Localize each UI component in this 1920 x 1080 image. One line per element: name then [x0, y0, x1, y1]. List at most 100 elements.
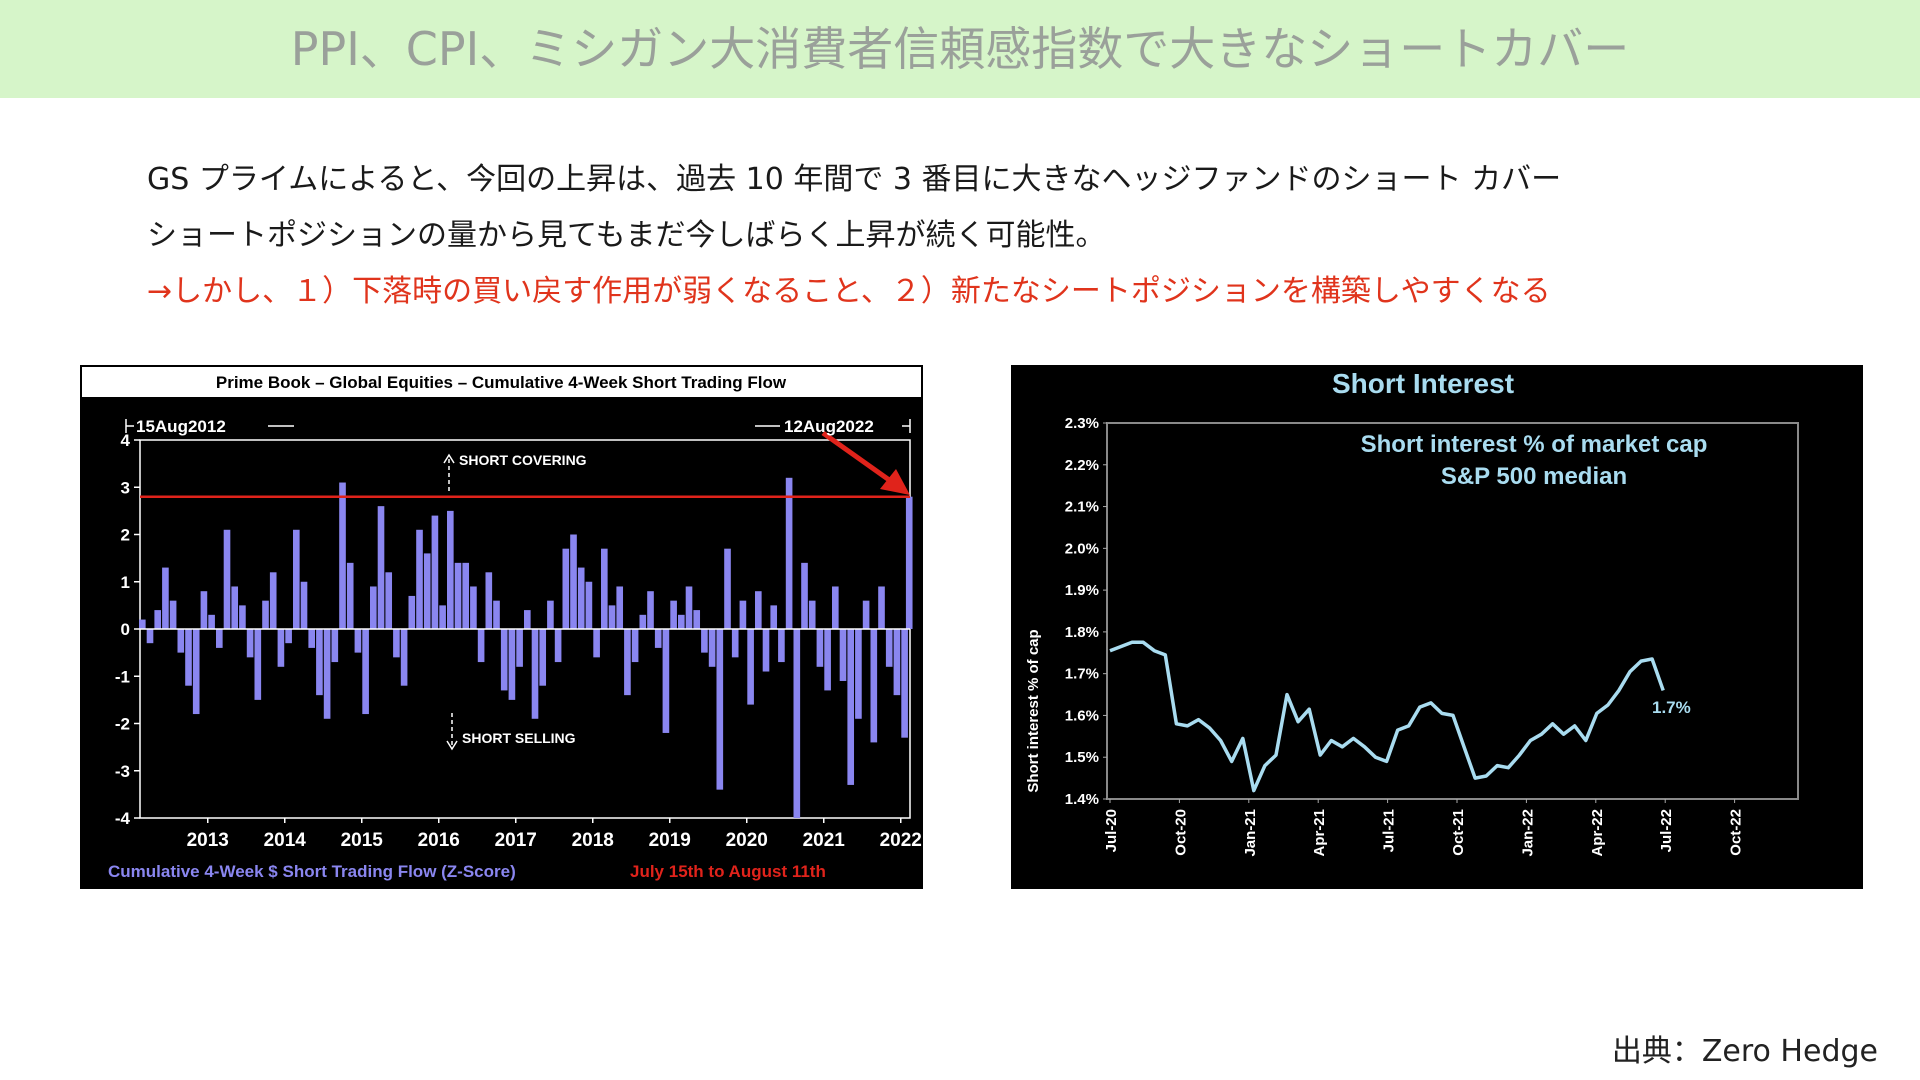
flow-bar — [639, 614, 647, 629]
flow-bar — [393, 629, 400, 658]
flow-bar — [885, 629, 893, 667]
flow-bar — [239, 605, 246, 629]
flow-bar — [385, 572, 393, 629]
x-tick-label: Oct-20 — [1172, 809, 1189, 856]
y-tick-label: 0 — [121, 620, 130, 639]
flow-bar — [331, 629, 339, 663]
flow-bar — [724, 548, 731, 629]
flow-bar — [369, 586, 377, 629]
flow-bar — [493, 600, 500, 629]
flow-bar — [693, 610, 701, 629]
x-tick-label: 2015 — [341, 830, 384, 851]
flow-bar — [138, 619, 146, 629]
flow-bar — [477, 629, 485, 663]
flow-bar — [701, 629, 708, 653]
flow-bar — [778, 629, 785, 663]
flow-bar — [231, 586, 239, 629]
flow-bar — [339, 482, 346, 629]
flow-bar — [192, 629, 200, 715]
short-interest-chart: Short Interest 2.3% 2.2% 2.1% 2.0% 1.9% 1.8% 1… — [1011, 365, 1863, 889]
flow-bar — [647, 591, 654, 629]
flow-bar — [439, 605, 446, 629]
flow-bar — [208, 614, 215, 629]
short-selling-label: SHORT SELLING — [462, 730, 576, 746]
y-tick-label: 2.1% — [1065, 499, 1099, 516]
flow-bar — [531, 629, 539, 719]
flow-bar — [631, 629, 639, 663]
flow-bar — [754, 591, 762, 629]
flow-bar — [316, 629, 323, 696]
short-trading-flow-svg: Prime Book – Global Equities – Cumulativ… — [82, 367, 922, 881]
flow-bar — [308, 629, 316, 648]
end-value-label: 1.7% — [1652, 698, 1691, 717]
flow-bar — [516, 629, 523, 667]
y-tick-label: 1.5% — [1065, 749, 1099, 766]
flow-bar — [662, 629, 670, 733]
short-selling-arrow-head — [446, 740, 458, 751]
flow-bar — [446, 510, 454, 629]
y-tick-label: 1.4% — [1065, 791, 1099, 808]
flow-bar — [624, 629, 631, 696]
flow-bar — [254, 629, 262, 700]
y-tick-label: -2 — [115, 715, 130, 734]
flow-bar — [423, 553, 431, 629]
x-tick-label: 2016 — [418, 830, 460, 851]
flow-bar — [146, 629, 154, 644]
flow-bar — [708, 629, 716, 667]
flow-bar — [731, 629, 739, 658]
legend-highlight-label: July 15th to August 11th — [630, 862, 826, 881]
short-covering-arrow-head — [443, 453, 455, 464]
flow-bar — [824, 629, 831, 691]
flow-bar — [801, 562, 808, 629]
flow-bar — [831, 586, 839, 629]
flow-bar — [539, 629, 547, 686]
flow-bar — [770, 605, 778, 629]
short-interest-line — [1109, 640, 1665, 793]
flow-bar — [870, 629, 878, 743]
y-tick-label: 2 — [121, 526, 130, 545]
flow-bar — [593, 629, 600, 658]
flow-bar — [431, 515, 439, 629]
plot-frame — [1106, 422, 1799, 800]
flow-bar — [547, 600, 554, 629]
short-covering-label: SHORT COVERING — [459, 452, 587, 468]
flow-bar — [454, 562, 462, 629]
y-tick-label: 2.2% — [1065, 457, 1099, 474]
chart-title-box — [82, 367, 921, 397]
x-tick-label: 2020 — [726, 830, 768, 851]
y-tick-label: 2.0% — [1065, 540, 1099, 557]
flow-bar — [793, 629, 801, 818]
flow-bar — [893, 629, 901, 696]
flow-bar — [285, 629, 292, 644]
slide-header: PPI、CPI、ミシガン大消費者信頼感指数で大きなショートカバー — [0, 0, 1920, 98]
chart-title: Prime Book – Global Equities – Cumulativ… — [216, 373, 787, 392]
x-tick-label: 2022 — [880, 830, 922, 851]
x-tick-label: Jan-21 — [1242, 809, 1259, 857]
flow-bar — [462, 562, 470, 629]
flow-bar — [508, 629, 516, 700]
y-tick-label: 1.6% — [1065, 707, 1099, 724]
inner-title: Short interest % of market cap — [1361, 431, 1708, 458]
y-tick-label: -3 — [115, 762, 130, 781]
body-line-1: GS プライムによると、今回の上昇は、過去 10 年間で 3 番目に大きなヘッジ… — [147, 162, 1562, 197]
flow-bar — [292, 529, 300, 629]
short-interest-svg: Short Interest 2.3% 2.2% 2.1% 2.0% 1.9% 1.8% 1… — [1025, 368, 1799, 857]
flow-bar — [269, 572, 277, 629]
body-line-3: →しかし、１）下落時の買い戻す作用が弱くなること、２）新たなシートポジションを構… — [147, 274, 1551, 309]
y-tick-label: 1 — [121, 573, 130, 592]
x-tick-label: Jan-22 — [1519, 809, 1536, 857]
x-tick-label: 2013 — [187, 830, 229, 851]
flow-bar — [223, 529, 231, 629]
legend-series-label: Cumulative 4-Week $ Short Trading Flow (… — [108, 862, 516, 881]
flow-bar — [200, 591, 208, 629]
flow-bar — [416, 529, 423, 629]
flow-bar — [808, 600, 816, 629]
flow-bar — [470, 586, 477, 629]
short-interest-title: Short Interest — [1332, 368, 1514, 399]
body-line-2: ショートポジションの量から見てもまだ今しばらく上昇が続く可能性。 — [147, 218, 1106, 253]
body-text: GS プライムによると、今回の上昇は、過去 10 年間で 3 番目に大きなヘッジ… — [147, 152, 1847, 320]
slide-title: PPI、CPI、ミシガン大消費者信頼感指数で大きなショートカバー — [290, 22, 1630, 76]
flow-bar — [739, 600, 747, 629]
flow-bar — [577, 567, 585, 629]
flow-bar — [654, 629, 662, 648]
